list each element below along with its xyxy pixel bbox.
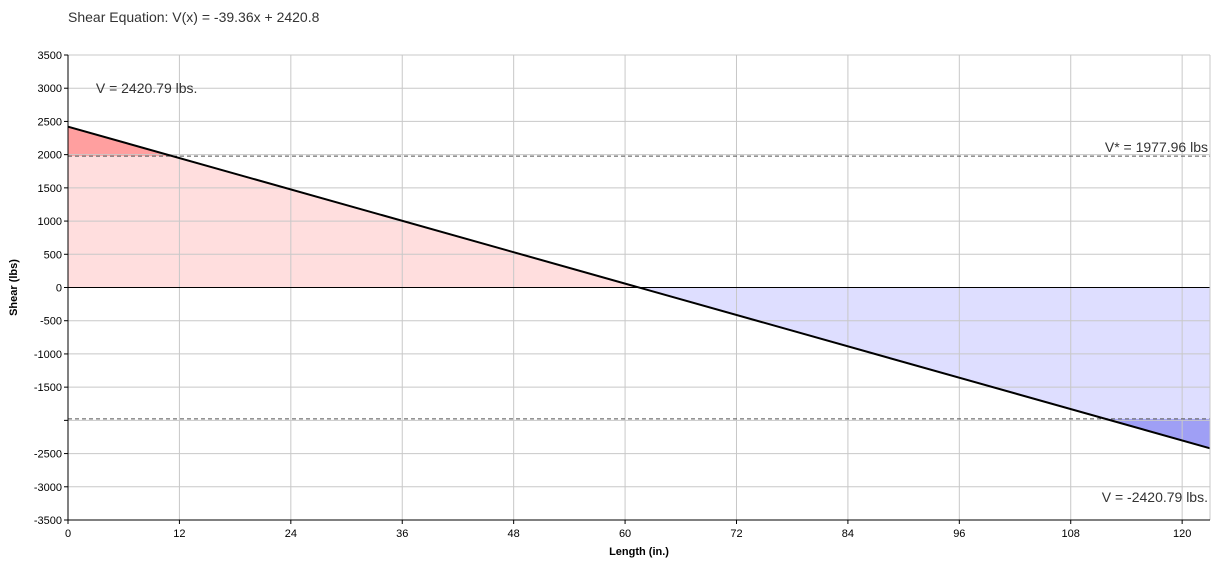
y-tick-label: -3000	[34, 482, 62, 494]
annotations: V = 2420.79 lbs. V* = 1977.96 lbs V = -242…	[96, 80, 1208, 505]
y-axis-title: Shear (lbs)	[8, 259, 20, 316]
y-tick-label: 1500	[38, 183, 62, 195]
x-tick-label: 120	[1173, 528, 1191, 540]
shear-line	[67, 125, 1211, 450]
chart-title: Shear Equation: V(x) = -39.36x + 2420.8	[68, 9, 320, 25]
y-tick-label: 500	[44, 249, 62, 261]
x-tick-label: 108	[1062, 528, 1080, 540]
x-tick-label: 0	[65, 528, 71, 540]
x-tick-label: 12	[173, 528, 185, 540]
x-axis-title: Length (in.)	[609, 546, 669, 558]
shear-series	[67, 125, 1211, 450]
y-tick-label: 0	[56, 283, 62, 295]
reference-lines	[68, 155, 1210, 420]
y-tick-label: -500	[40, 316, 62, 328]
x-tick-label: 48	[508, 528, 520, 540]
x-tick-label: 84	[842, 528, 854, 540]
x-tick-label: 72	[730, 528, 742, 540]
min-shear-annotation: V = -2420.79 lbs.	[1102, 489, 1208, 505]
y-tick-label: -1500	[34, 382, 62, 394]
design-shear-annotation: V* = 1977.96 lbs	[1105, 139, 1208, 155]
x-tick-label: 36	[396, 528, 408, 540]
y-tick-label: 2500	[38, 116, 62, 128]
y-tick-label: 1000	[38, 216, 62, 228]
positive-shear-fill	[68, 156, 639, 288]
y-tick-label: -3500	[34, 515, 62, 527]
negative-shear-fill	[639, 287, 1210, 419]
x-tick-label: 60	[619, 528, 631, 540]
x-tick-label: 24	[285, 528, 297, 540]
max-shear-annotation: V = 2420.79 lbs.	[96, 80, 198, 96]
y-tick-label: 3000	[38, 83, 62, 95]
y-tick-label: -2500	[34, 449, 62, 461]
y-tick-label: 2000	[38, 150, 62, 162]
tick-labels: 3500 3000 2500 2000 1500 1000 500 0 -500 -1000 -15…	[34, 50, 1191, 540]
y-tick-label: 3500	[38, 50, 62, 62]
x-tick-label: 96	[953, 528, 965, 540]
y-tick-label: -1000	[34, 349, 62, 361]
